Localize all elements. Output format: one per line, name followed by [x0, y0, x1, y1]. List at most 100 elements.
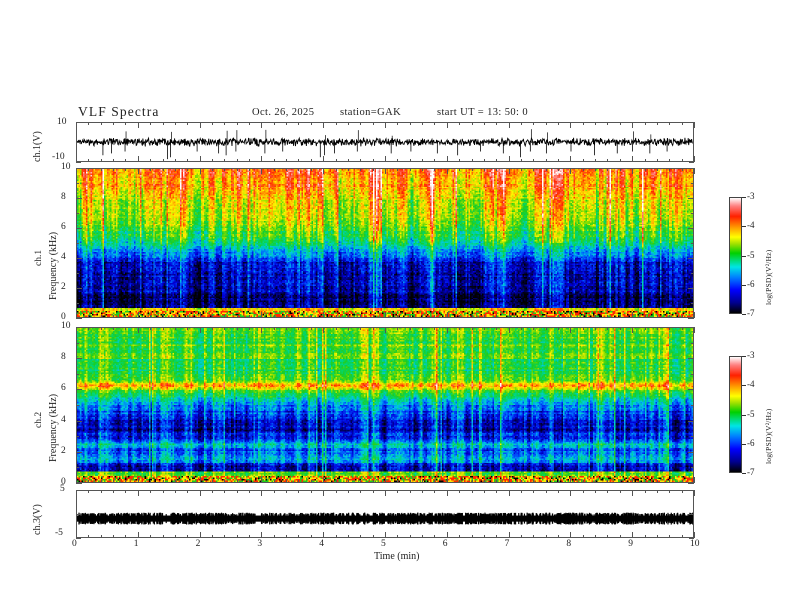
xtick-mtop-ch3-1-4 — [187, 490, 189, 493]
xtick-major-ch1-10 — [694, 156, 695, 162]
xtick-label-8: 8 — [566, 539, 572, 549]
ch3-band-texture — [381, 514, 383, 523]
ytick-r-spec1-6 — [688, 228, 694, 229]
ch3-band-texture — [457, 512, 459, 525]
ytick-ch1--10 — [76, 162, 81, 163]
ch3-band-texture — [340, 513, 342, 525]
xtick-minor-ch1-3-3 — [298, 159, 300, 162]
xtick-minor-spec1-2-2 — [224, 315, 226, 318]
xtick-minor-ch3-4-2 — [347, 535, 349, 538]
ch3-band-texture — [492, 514, 494, 524]
xtick-minor-spec1-4-2 — [347, 315, 349, 318]
ch3-band-texture — [323, 512, 325, 525]
xtick-major-spec2-9 — [632, 477, 634, 483]
ch1-spectrogram-axis-label: Frequency (kHz) — [48, 231, 59, 300]
xtick-minor-spec1-5-2 — [409, 315, 411, 318]
ch3-band-texture — [611, 513, 613, 524]
xtick-mtop-ch1-9-2 — [656, 122, 658, 125]
ch3-band-texture — [508, 514, 511, 523]
xtick-major-ch3-2 — [199, 532, 201, 538]
xtick-minor-ch1-9-3 — [669, 159, 671, 162]
ch3-ytick-neg5: -5 — [55, 528, 63, 538]
xtick-mtop-spec2-5-2 — [409, 327, 411, 330]
cb1-tick-4 — [742, 314, 746, 315]
xtick-mtop-ch3-3-3 — [298, 490, 300, 493]
ch3-band-texture — [286, 513, 288, 524]
cb1-tick-label-4: -7 — [747, 308, 755, 318]
ch3-band-texture — [441, 512, 444, 525]
xtick-minor-spec1-7-2 — [533, 315, 535, 318]
xtick-minor-ch1-0-3 — [113, 159, 115, 162]
ytick-r-spec1-10 — [688, 168, 694, 169]
xtick-minor-spec1-2-3 — [236, 315, 238, 318]
xtick-minor-spec1-4-1 — [335, 315, 337, 318]
ch3-band-texture — [283, 513, 285, 524]
ytick-r-ch1--10 — [689, 162, 694, 163]
ch3-band-texture — [566, 514, 568, 523]
xtick-mtop-ch1-7-2 — [533, 122, 535, 125]
ch3-band-texture — [482, 513, 485, 524]
xtick-mtop-ch3-5-2 — [409, 490, 411, 493]
ch3-band-texture — [689, 512, 691, 525]
xtick-major-ch3-9 — [632, 532, 634, 538]
ch3-band-texture — [137, 512, 139, 525]
xtick-minor-spec2-1-3 — [174, 480, 176, 483]
xtick-minor-spec1-0-2 — [100, 315, 102, 318]
ytick-r-spec1-3 — [691, 273, 694, 274]
ch3-band-texture — [645, 514, 647, 524]
xtick-minor-ch3-8-3 — [607, 535, 609, 538]
ytick-r-spec1-7 — [691, 213, 694, 214]
xtick-top-spec1-10 — [694, 168, 695, 174]
ytick-r-ch1-10 — [689, 122, 694, 123]
xtick-minor-ch3-6-4 — [496, 535, 498, 538]
ch3-band-texture — [294, 514, 296, 524]
xtick-mtop-spec2-4-4 — [372, 327, 374, 330]
xtick-mtop-ch3-6-3 — [483, 490, 485, 493]
xtick-mtop-spec1-8-3 — [607, 168, 609, 171]
ch3-band-texture — [504, 513, 506, 524]
xtick-minor-spec1-8-1 — [582, 315, 584, 318]
ch3-band-texture — [207, 514, 209, 524]
xtick-minor-spec2-7-4 — [558, 480, 560, 483]
xtick-mtop-ch1-7-4 — [558, 122, 560, 125]
xtick-mtop-spec2-6-3 — [483, 327, 485, 330]
xtick-mtop-spec1-3-3 — [298, 168, 300, 171]
ch3-band-texture — [687, 514, 689, 524]
cb1-tick-1 — [742, 226, 746, 228]
ch3-band-texture — [444, 513, 446, 524]
ch3-band-texture — [532, 512, 534, 525]
xtick-minor-spec1-7-3 — [545, 315, 547, 318]
ch3-band-texture — [159, 514, 161, 523]
ch3-band-texture — [586, 513, 588, 524]
xtick-minor-ch1-5-4 — [434, 159, 436, 162]
ch3-band-texture — [219, 513, 221, 524]
ch3-band-texture — [84, 513, 86, 524]
xtick-mtop-spec1-6-2 — [471, 168, 473, 171]
ch3-band-texture — [395, 514, 397, 524]
xtick-mtop-spec1-3-2 — [286, 168, 288, 171]
ch3-band-texture — [190, 512, 192, 525]
xtick-minor-spec2-6-2 — [471, 480, 473, 483]
xtick-minor-ch1-2-1 — [211, 159, 213, 162]
xtick-mtop-spec2-1-4 — [187, 327, 189, 330]
ch3-band-texture — [388, 513, 390, 524]
ch3-band-texture — [545, 512, 547, 525]
ch3-band-texture — [539, 513, 542, 525]
xtick-minor-ch1-7-4 — [558, 159, 560, 162]
ch3-band-texture — [542, 513, 544, 524]
xtick-minor-ch1-9-4 — [681, 159, 683, 162]
xtick-top-spec2-6 — [446, 327, 448, 333]
cb2-tick-0 — [742, 356, 746, 357]
xtick-mtop-spec2-4-1 — [335, 327, 337, 330]
ch3-band-texture — [373, 512, 375, 525]
ch3-band-texture — [639, 514, 641, 524]
xtick-top-spec1-6 — [446, 168, 448, 174]
xtick-major-spec1-5 — [385, 312, 386, 318]
xtick-top-spec2-7 — [508, 327, 510, 333]
ch3-band-texture — [617, 514, 620, 524]
xtick-minor-ch3-5-2 — [409, 535, 411, 538]
ch3-band-texture — [620, 514, 623, 524]
ch3-band-texture — [467, 512, 469, 525]
xtick-minor-ch3-9-4 — [681, 535, 683, 538]
ch3-band-texture — [479, 513, 482, 524]
